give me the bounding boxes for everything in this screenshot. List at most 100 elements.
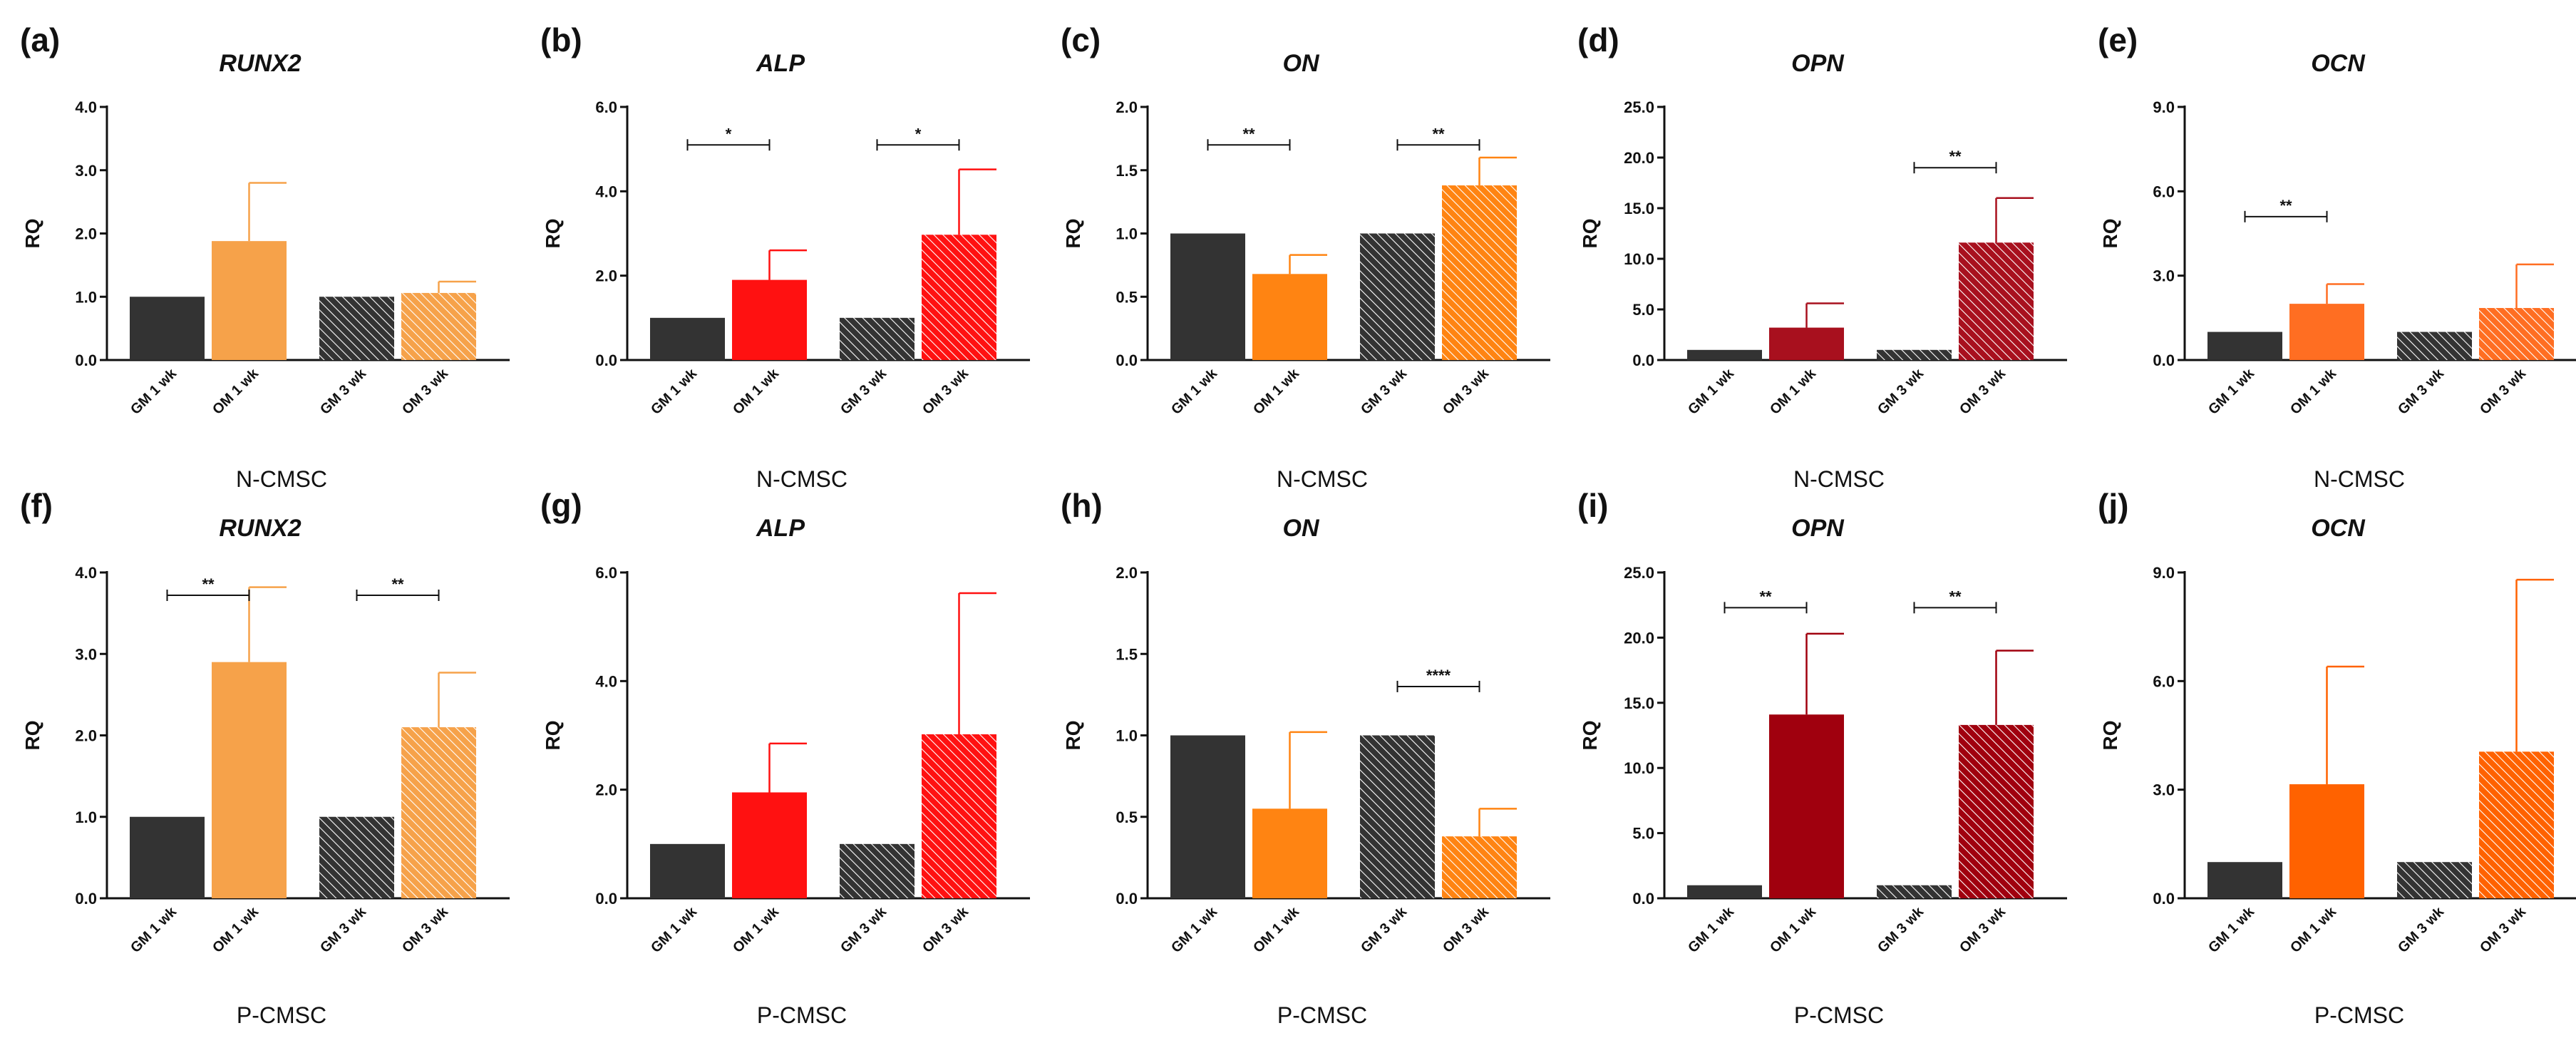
bar-gm-1-wk [1170, 735, 1245, 898]
gene-title: RUNX2 [219, 515, 301, 542]
x-tick-label: OM 1 wk [1250, 903, 1303, 956]
y-axis-label: RQ [1062, 721, 1084, 751]
y-tick-label: 0.0 [2153, 351, 2175, 369]
x-tick-label: GM 1 wk [648, 903, 701, 956]
y-tick-label: 1.0 [75, 288, 97, 306]
bar-gm-3-wk [319, 816, 394, 898]
bar-om-3-wk [401, 292, 476, 360]
bar-om-1-wk [1252, 274, 1327, 360]
bar-om-3-wk [2479, 751, 2554, 898]
x-tick-label: GM 3 wk [1875, 903, 1927, 956]
bar-gm-3-wk [2397, 862, 2472, 898]
y-tick-label: 0.0 [1116, 890, 1138, 908]
bar-gm-3-wk [319, 297, 394, 360]
gene-title: ON [1283, 515, 1320, 542]
bar-om-3-wk [1959, 242, 2034, 360]
x-tick-label: GM 3 wk [1358, 903, 1411, 956]
y-axis-label: RQ [2099, 219, 2121, 249]
x-tick-label: GM 1 wk [1168, 365, 1221, 418]
significance-label: ** [2279, 197, 2292, 215]
y-tick-label: 3.0 [75, 162, 97, 180]
y-tick-label: 2.0 [1116, 564, 1138, 582]
group-label: P-CMSC [757, 1002, 847, 1028]
x-tick-label: OM 1 wk [1250, 365, 1303, 418]
significance-label: ** [1242, 125, 1255, 143]
x-tick-label: OM 1 wk [2287, 903, 2340, 956]
bar-gm-1-wk [650, 317, 725, 360]
significance-label: * [915, 125, 922, 143]
y-tick-label: 0.0 [1116, 351, 1138, 369]
y-tick-label: 9.0 [2153, 98, 2175, 116]
y-axis-label: RQ [542, 721, 564, 751]
y-tick-label: 3.0 [2153, 781, 2175, 799]
y-tick-label: 25.0 [1624, 98, 1654, 116]
bar-gm-3-wk [2397, 332, 2472, 360]
y-tick-label: 2.0 [595, 781, 617, 799]
significance-label: ** [391, 575, 404, 593]
x-tick-label: OM 3 wk [2477, 903, 2530, 956]
chart-panel-i: (i) OPN 0.0 5.0 10.0 15.0 20.0 25.0 RQ GM 1 wk OM … [1577, 487, 2067, 1028]
y-tick-label: 2.0 [75, 225, 97, 243]
group-label: P-CMSC [237, 1002, 326, 1028]
gene-title: ALP [756, 50, 805, 77]
panel-letter: (j) [2098, 487, 2128, 524]
x-tick-label: OM 1 wk [210, 365, 262, 418]
y-axis-label: RQ [21, 219, 43, 249]
significance-label: ** [1432, 125, 1445, 143]
y-tick-label: 5.0 [1632, 825, 1654, 843]
bar-om-3-wk [401, 727, 476, 898]
bar-om-3-wk [922, 734, 996, 898]
x-tick-label: GM 1 wk [2205, 365, 2258, 418]
gene-title: OCN [2311, 515, 2366, 542]
x-tick-label: OM 3 wk [1957, 903, 2009, 956]
bar-gm-1-wk [130, 297, 205, 360]
x-tick-label: GM 3 wk [2395, 365, 2448, 418]
x-tick-label: GM 1 wk [1168, 903, 1221, 956]
bar-om-3-wk [1442, 185, 1517, 360]
y-axis-label: RQ [1062, 219, 1084, 249]
y-tick-label: 0.0 [595, 351, 617, 369]
bar-om-1-wk [212, 662, 287, 898]
bar-om-1-wk [732, 792, 807, 898]
y-tick-label: 9.0 [2153, 564, 2175, 582]
y-tick-label: 10.0 [1624, 250, 1654, 268]
y-tick-label: 0.5 [1116, 288, 1138, 306]
x-tick-label: OM 3 wk [2477, 365, 2530, 418]
group-label: N-CMSC [756, 466, 847, 492]
bar-gm-3-wk [1877, 885, 1952, 898]
y-tick-label: 0.0 [595, 890, 617, 908]
y-axis-label: RQ [542, 219, 564, 249]
bar-om-1-wk [1252, 808, 1327, 898]
chart-panel-e: (e) OCN 0.0 3.0 6.0 9.0 RQ GM 1 wk OM 1 wk GM 3 w… [2098, 21, 2576, 492]
bar-om-3-wk [2479, 308, 2554, 360]
bar-gm-1-wk [650, 843, 725, 898]
significance-label: ** [1949, 148, 1962, 165]
bar-gm-1-wk [2207, 332, 2282, 360]
panel-letter: (c) [1061, 21, 1101, 58]
y-tick-label: 6.0 [2153, 183, 2175, 200]
panel-letter: (b) [540, 21, 582, 58]
group-label: N-CMSC [236, 466, 327, 492]
y-tick-label: 3.0 [2153, 267, 2175, 285]
gene-title: OPN [1791, 515, 1845, 542]
x-tick-label: GM 1 wk [2205, 903, 2258, 956]
significance-label: ** [1759, 587, 1772, 605]
y-tick-label: 1.5 [1116, 645, 1138, 663]
chart-panel-f: (f) RUNX2 0.0 1.0 2.0 3.0 4.0 RQ GM 1 wk OM 1 wk G… [20, 487, 510, 1028]
bar-gm-1-wk [1687, 885, 1762, 898]
bar-om-1-wk [1769, 327, 1844, 360]
group-label: P-CMSC [1277, 1002, 1367, 1028]
y-tick-label: 15.0 [1624, 200, 1654, 217]
y-tick-label: 0.0 [2153, 890, 2175, 908]
y-axis-label: RQ [2099, 721, 2121, 751]
y-tick-label: 6.0 [595, 98, 617, 116]
y-tick-label: 4.0 [595, 672, 617, 690]
y-axis-label: RQ [21, 721, 43, 751]
x-tick-label: GM 1 wk [128, 365, 180, 418]
bar-gm-3-wk [840, 843, 915, 898]
group-label: N-CMSC [1793, 466, 1885, 492]
x-tick-label: GM 1 wk [1685, 903, 1738, 956]
bar-gm-1-wk [1687, 349, 1762, 360]
y-tick-label: 1.0 [1116, 727, 1138, 745]
